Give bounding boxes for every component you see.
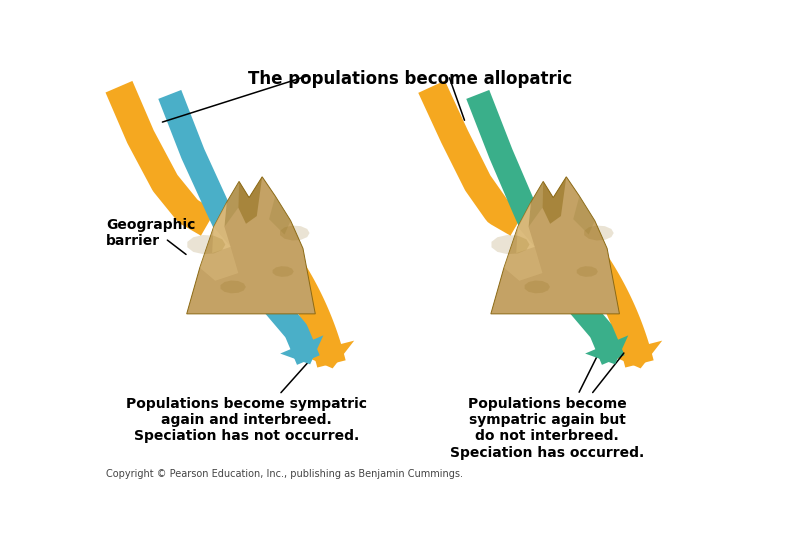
Polygon shape (280, 336, 323, 364)
Text: Populations become
sympatric again but
do not interbreed.
Speciation has occurre: Populations become sympatric again but d… (450, 397, 644, 459)
Polygon shape (280, 225, 310, 241)
Polygon shape (608, 340, 662, 368)
Polygon shape (238, 177, 262, 224)
Polygon shape (491, 235, 530, 254)
Polygon shape (186, 177, 315, 314)
Polygon shape (491, 177, 619, 314)
Polygon shape (212, 202, 230, 253)
Polygon shape (187, 235, 226, 254)
Polygon shape (504, 227, 542, 281)
Polygon shape (570, 234, 654, 368)
Polygon shape (542, 177, 566, 224)
Polygon shape (466, 90, 625, 365)
Polygon shape (225, 181, 239, 227)
Text: Geographic
barrier: Geographic barrier (106, 218, 195, 248)
Polygon shape (516, 202, 534, 253)
Text: Populations become sympatric
again and interbreed.
Speciation has not occurred.: Populations become sympatric again and i… (126, 397, 367, 444)
Polygon shape (106, 81, 215, 236)
Polygon shape (529, 181, 543, 227)
Text: Copyright © Pearson Education, Inc., publishing as Benjamin Cummings.: Copyright © Pearson Education, Inc., pub… (106, 469, 463, 478)
Text: The populations become allopatric: The populations become allopatric (248, 70, 572, 88)
Polygon shape (158, 90, 320, 365)
Polygon shape (585, 336, 628, 364)
Polygon shape (300, 340, 354, 368)
Polygon shape (273, 266, 294, 277)
Polygon shape (221, 281, 246, 293)
Polygon shape (584, 225, 614, 241)
Polygon shape (418, 80, 525, 236)
Polygon shape (200, 227, 238, 281)
Polygon shape (574, 196, 594, 235)
Polygon shape (269, 196, 290, 235)
Polygon shape (262, 234, 346, 368)
Polygon shape (577, 266, 598, 277)
Polygon shape (525, 281, 550, 293)
